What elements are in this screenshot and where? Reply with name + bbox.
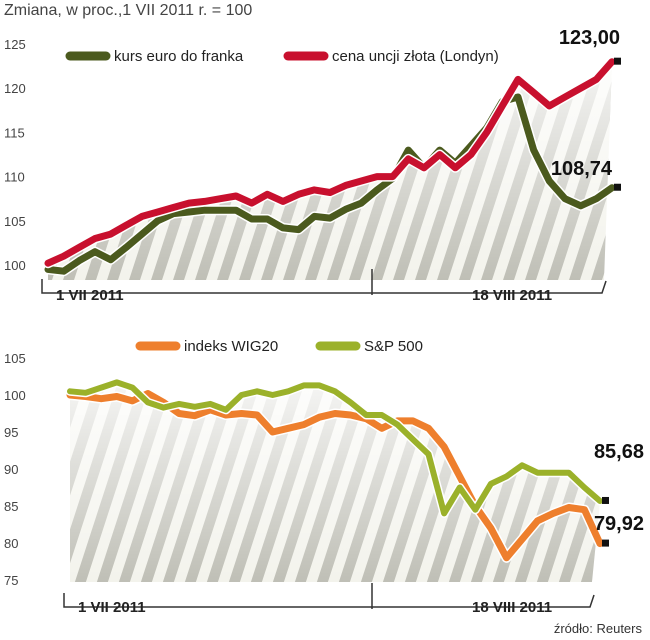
y-tick-label: 115 <box>4 125 25 140</box>
y-tick-label: 90 <box>4 462 18 477</box>
series-end-marker <box>614 57 621 65</box>
x-axis <box>63 593 595 608</box>
end-value-label: 79,92 <box>594 513 644 535</box>
chart-bottom: 75 80 85 90 95 100 105 1 VII 2011 18 VIII 2011 in… <box>4 338 644 616</box>
legend-label: kurs euro do franka <box>114 48 244 65</box>
series-end-marker <box>614 183 621 191</box>
y-tick-label: 100 <box>4 258 26 273</box>
x-label-end: 18 VIII 2011 <box>472 599 552 616</box>
area-fade <box>70 382 600 582</box>
series-end-marker <box>602 496 609 504</box>
end-value-label: 123,00 <box>559 27 620 49</box>
series-line-1 <box>44 93 616 275</box>
x-label-start: 1 VII 2011 <box>78 599 146 616</box>
x-axis <box>41 279 607 294</box>
series-line-2 <box>67 379 603 517</box>
end-value-label: 108,74 <box>551 158 613 180</box>
y-tick-label: 105 <box>4 351 26 366</box>
series-end-marker <box>602 539 609 547</box>
y-tick-label: 105 <box>4 214 26 229</box>
y-tick-label: 110 <box>4 170 25 185</box>
y-tick-label: 85 <box>4 499 18 514</box>
legend-label: indeks WIG20 <box>184 338 278 355</box>
series-line-2 <box>44 58 616 267</box>
y-tick-label: 80 <box>4 536 18 551</box>
x-label-start: 1 VII 2011 <box>56 287 124 304</box>
source-note: źródło: Reuters <box>553 621 642 636</box>
legend-label: S&P 500 <box>364 338 423 355</box>
legend-label: cena uncji złota (Londyn) <box>332 48 499 65</box>
chart-top: 100 105 110 115 120 125 1 VII 2011 18 VIII 2011… <box>4 27 621 304</box>
page-header: Zmiana, w proc.,1 VII 2011 r. = 100 <box>4 2 253 19</box>
x-label-end: 18 VIII 2011 <box>472 287 552 304</box>
y-tick-label: 125 <box>4 37 26 52</box>
area-fade <box>48 61 612 281</box>
series-line-1 <box>66 390 604 562</box>
y-tick-label: 75 <box>4 573 18 588</box>
y-tick-label: 120 <box>4 81 26 96</box>
y-tick-label: 95 <box>4 425 18 440</box>
y-tick-label: 100 <box>4 388 26 403</box>
end-value-label: 85,68 <box>594 441 644 463</box>
